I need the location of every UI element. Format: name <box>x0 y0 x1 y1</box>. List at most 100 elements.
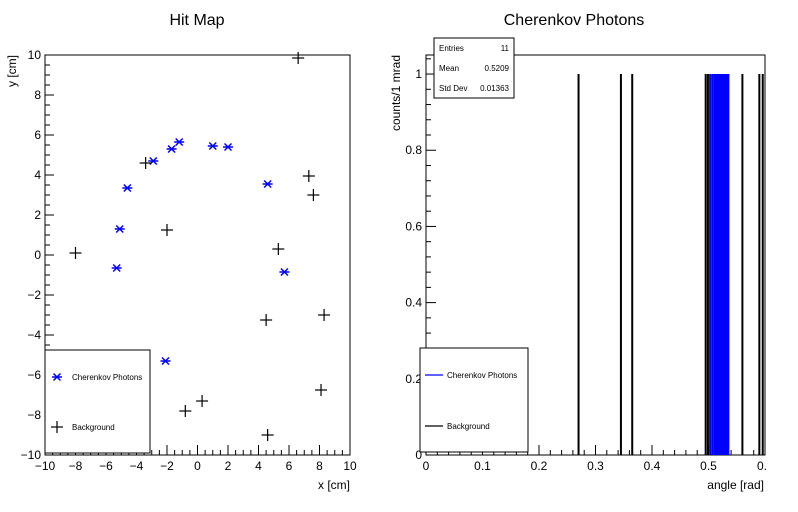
y-tick-label: −8 <box>27 408 41 422</box>
cherenkov-point <box>174 137 185 147</box>
stats-entries-value: 11 <box>501 44 510 53</box>
y-tick-label: −10 <box>21 448 42 462</box>
x-tick-label: 0.1 <box>474 459 491 473</box>
x-tick-label: 10 <box>343 459 357 473</box>
marker-stroke <box>208 141 217 151</box>
legend-label-background: Background <box>72 423 115 432</box>
marker-stroke <box>52 372 62 382</box>
y-tick-label: 0.2 <box>405 372 422 386</box>
marker-stroke <box>112 263 121 273</box>
background-point <box>179 405 192 417</box>
y-tick-label: 2 <box>34 208 41 222</box>
x-tick-label: 0.3 <box>587 459 604 473</box>
x-tick-label: 8 <box>316 459 323 473</box>
background-point <box>260 314 273 326</box>
x-tick-label: −8 <box>69 459 83 473</box>
stats-box-frame <box>433 37 515 99</box>
background-point <box>302 170 315 182</box>
cherenkov-point <box>223 142 233 152</box>
x-tick-label: 0.4 <box>644 459 661 473</box>
cherenkov-legend-box <box>419 347 529 453</box>
background-point <box>318 309 331 321</box>
hit-map-xlabel: x [cm] <box>318 478 350 492</box>
background-point <box>272 243 285 255</box>
legend-marker-cherenkov <box>52 372 62 382</box>
cherenkov-point <box>262 179 273 189</box>
x-tick-label: 0 <box>423 459 430 473</box>
background-point <box>161 224 173 236</box>
y-tick-label: 0.6 <box>405 219 422 233</box>
y-tick-label: 4 <box>34 168 41 182</box>
stats-stddev-label: Std Dev <box>439 84 467 93</box>
x-tick-label: 0. <box>757 459 767 473</box>
stats-entries-label: Entries <box>439 44 464 53</box>
cherenkov-point <box>111 263 122 273</box>
cherenkov-point <box>207 141 218 151</box>
hit-map-points <box>69 52 331 441</box>
marker-stroke <box>263 179 272 189</box>
y-tick-label: 1 <box>415 67 422 81</box>
cherenkov-xlabel: angle [rad] <box>707 478 764 492</box>
cherenkov-point <box>160 356 171 366</box>
marker-stroke <box>123 183 132 193</box>
cherenkov-point <box>166 144 177 154</box>
y-tick-label: −4 <box>27 328 41 342</box>
hit-map-title: Hit Map <box>169 12 224 29</box>
marker-stroke <box>167 144 176 154</box>
hit-map-ylabel: y [cm] <box>5 55 19 87</box>
hit-map-panel: Hit Map −10 −8 −6 −4 −2 0 2 4 6 8 10 −10 −8 −6 −4 −2 0 2 4… <box>5 12 357 492</box>
legend2-label-cherenkov: Cherenkov Photons <box>447 371 517 380</box>
y-tick-label: −2 <box>27 288 41 302</box>
y-tick-label: 0.8 <box>405 143 422 157</box>
hit-map-legend: Cherenkov Photons Background <box>44 349 151 454</box>
background-point <box>261 429 274 441</box>
background-point <box>139 157 152 169</box>
cherenkov-point <box>279 267 290 277</box>
stats-mean-label: Mean <box>439 64 459 73</box>
marker-stroke <box>223 142 233 152</box>
x-tick-label: 0.2 <box>531 459 548 473</box>
background-point <box>292 52 305 64</box>
legend-marker-background <box>51 421 63 433</box>
legend-label-cherenkov: Cherenkov Photons <box>72 373 142 382</box>
stats-stddev-value: 0.01363 <box>480 84 509 93</box>
marker-stroke <box>161 356 170 366</box>
cherenkov-axes: 0 0.1 0.2 0.3 0.4 0.5 0. 0 0.2 0.4 0.6 0.8 1 <box>405 58 767 473</box>
y-tick-label: 6 <box>34 128 41 142</box>
stats-box: Entries 11 Mean 0.5209 Std Dev 0.01363 <box>433 37 515 99</box>
y-tick-label: 0 <box>415 448 422 462</box>
stats-mean-value: 0.5209 <box>485 64 510 73</box>
x-tick-label: −2 <box>160 459 174 473</box>
x-tick-label: 2 <box>225 459 232 473</box>
asterisk-marker <box>52 372 62 382</box>
x-tick-label: −6 <box>99 459 113 473</box>
background-point <box>196 395 209 407</box>
y-tick-label: −6 <box>27 368 41 382</box>
background-point <box>69 247 82 259</box>
y-tick-label: 8 <box>34 88 41 102</box>
plus-marker <box>51 421 63 433</box>
background-point <box>315 384 328 396</box>
marker-stroke <box>175 137 184 147</box>
legend2-label-background: Background <box>447 422 490 431</box>
x-tick-label: −10 <box>35 459 56 473</box>
x-tick-label: 4 <box>255 459 262 473</box>
background-point <box>307 189 320 201</box>
cherenkov-legend: Cherenkov Photons Background <box>419 347 529 453</box>
marker-stroke <box>280 267 289 277</box>
y-tick-label: 0 <box>34 248 41 262</box>
cherenkov-panel: Cherenkov Photons 0 0.1 0.2 0.3 0.4 0.5 0. 0 0.2… <box>389 12 767 492</box>
marker-stroke <box>115 224 124 234</box>
x-tick-label: 6 <box>286 459 293 473</box>
x-tick-label: 0 <box>194 459 201 473</box>
hit-map-legend-box <box>44 349 151 454</box>
x-tick-label: −4 <box>130 459 144 473</box>
cherenkov-title: Cherenkov Photons <box>504 12 645 29</box>
cherenkov-point <box>122 183 133 193</box>
cherenkov-bars <box>577 74 764 455</box>
cherenkov-ylabel: counts/1 mrad <box>389 55 403 131</box>
y-tick-label: 0.4 <box>405 296 422 310</box>
x-tick-label: 0.5 <box>700 459 717 473</box>
cherenkov-point <box>114 224 125 234</box>
